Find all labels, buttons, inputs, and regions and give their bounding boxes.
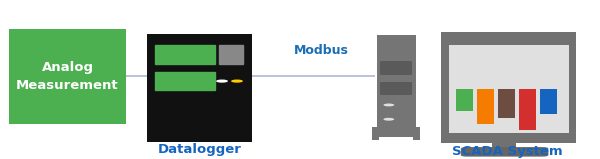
Bar [540,89,557,114]
Bar [155,45,215,64]
Text: Analog
Measurement: Analog Measurement [16,61,119,92]
Bar [456,89,473,111]
Circle shape [383,118,394,121]
Bar [441,32,576,143]
Bar [155,72,215,90]
Circle shape [231,80,243,83]
Circle shape [216,80,228,83]
Text: SCADA System: SCADA System [452,145,562,158]
Bar [498,89,515,118]
Bar [372,127,379,140]
Bar [219,45,243,64]
Bar [519,89,536,130]
Bar [377,35,416,137]
Circle shape [383,104,394,106]
Bar [477,89,494,124]
Bar [147,34,252,142]
Bar [9,29,126,124]
Bar [380,61,412,75]
Bar [449,45,569,133]
Bar [492,134,516,153]
Text: Modbus: Modbus [293,44,349,57]
FancyBboxPatch shape [461,147,548,157]
Bar [413,127,420,140]
Bar [380,82,412,95]
Text: Datalogger: Datalogger [158,143,242,156]
